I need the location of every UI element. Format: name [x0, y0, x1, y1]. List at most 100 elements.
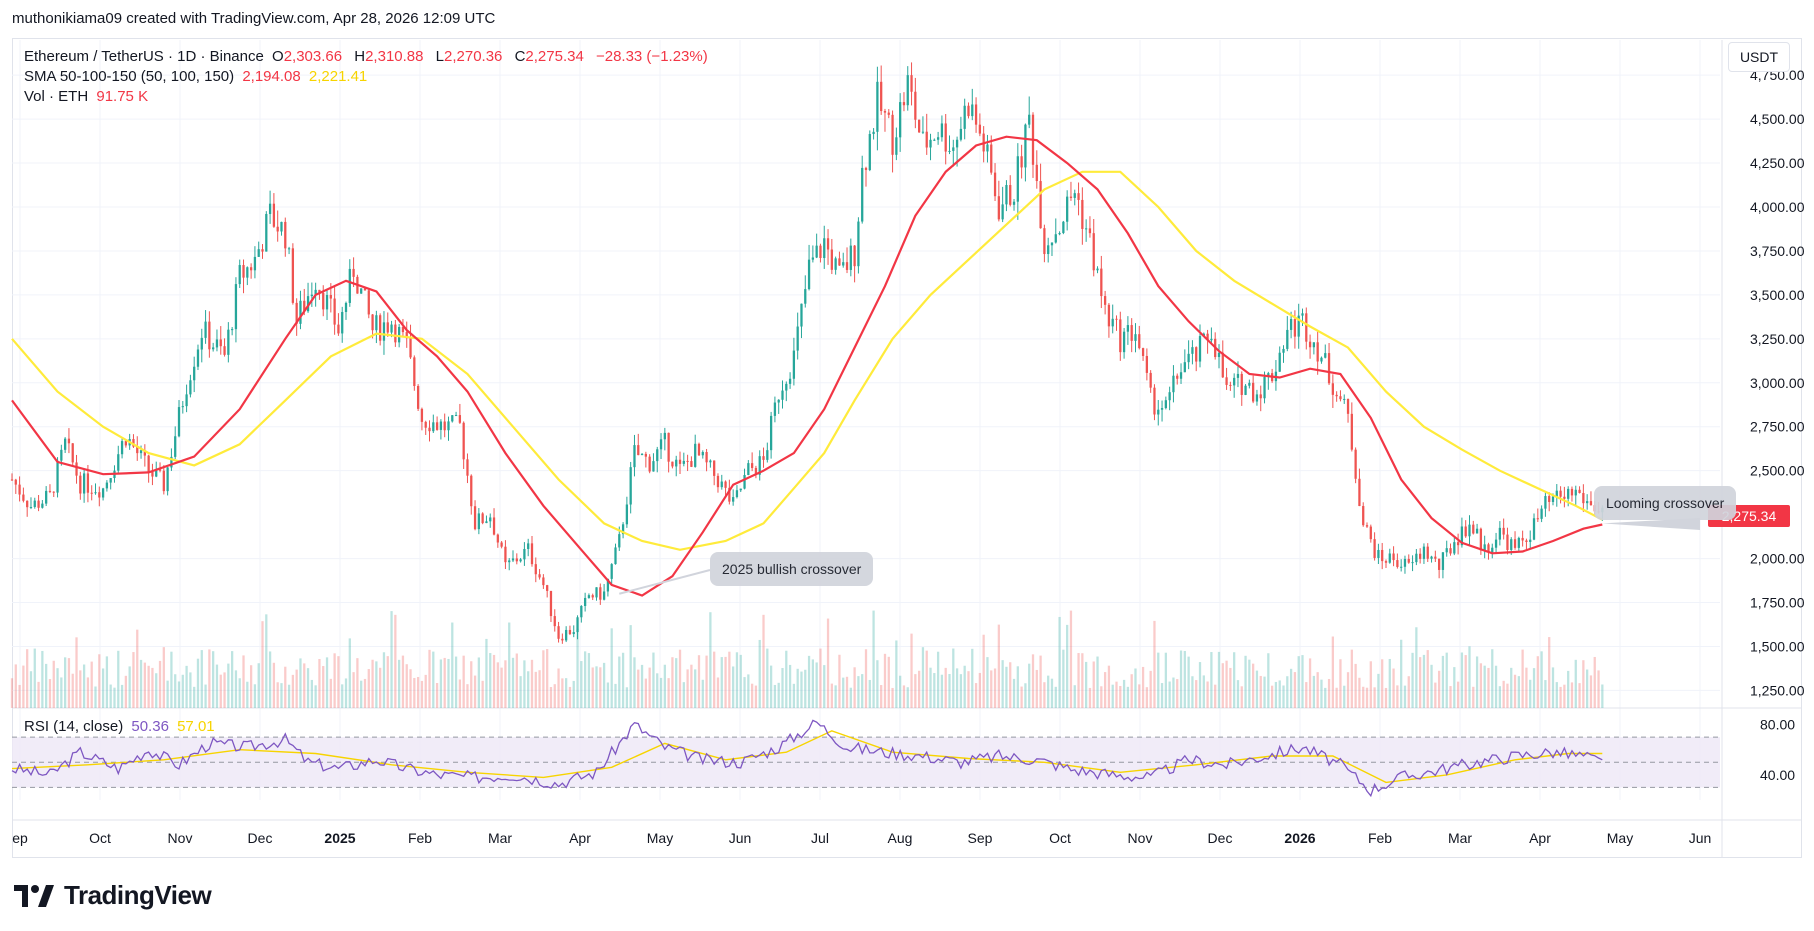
- volume-bar: [341, 684, 344, 708]
- candle-body: [158, 469, 162, 471]
- volume-bar: [208, 649, 211, 708]
- candle-body: [1415, 553, 1418, 563]
- candle-body: [451, 415, 454, 422]
- volume-bar: [678, 649, 682, 708]
- candle-body: [435, 422, 439, 430]
- volume-bar: [1362, 686, 1365, 708]
- volume-bar: [1434, 682, 1437, 708]
- volume-bar: [1559, 686, 1562, 708]
- volume-bar: [1510, 667, 1513, 708]
- annotation-looming-crossover[interactable]: Looming crossover: [1594, 486, 1737, 520]
- annotation-bullish-crossover[interactable]: 2025 bullish crossover: [710, 552, 874, 586]
- candle-body: [690, 461, 693, 467]
- volume-bar: [219, 674, 222, 708]
- x-tick-label: Jun: [1689, 830, 1712, 846]
- candle-body: [1195, 347, 1198, 362]
- currency-button[interactable]: USDT: [1728, 42, 1790, 72]
- candle-body: [656, 449, 659, 462]
- volume-bar: [762, 614, 765, 708]
- candle-body: [811, 257, 815, 260]
- x-tick-label: 2025: [324, 830, 355, 846]
- x-tick-label: Aug: [888, 830, 913, 846]
- volume-bar: [139, 659, 143, 708]
- candle-body: [1126, 325, 1130, 332]
- volume-bar: [344, 678, 348, 708]
- volume-bar: [1126, 686, 1130, 708]
- volume-bar: [834, 685, 837, 708]
- volume-bar: [1282, 685, 1285, 708]
- volume-bar: [921, 647, 925, 708]
- volume-bar: [929, 667, 932, 708]
- candle-body: [967, 105, 970, 117]
- volume-bar: [1373, 687, 1376, 708]
- candle-body: [686, 460, 689, 462]
- volume-bar: [360, 680, 363, 708]
- candle-body: [1586, 501, 1589, 504]
- candle-body: [1160, 408, 1164, 410]
- volume-bar: [1320, 679, 1323, 708]
- candle-body: [1369, 526, 1372, 540]
- volume-bar: [1460, 652, 1464, 708]
- candle-body: [1437, 558, 1441, 570]
- volume-bar: [652, 652, 655, 708]
- volume-bar: [1039, 655, 1042, 708]
- volume-bar: [215, 664, 219, 708]
- candle-body: [1392, 553, 1395, 561]
- candle-body: [1513, 539, 1517, 548]
- candle-body: [189, 380, 192, 395]
- volume-bar: [978, 672, 982, 708]
- symbol-label[interactable]: Ethereum / TetherUS · 1D · Binance: [24, 48, 264, 65]
- volume-bar: [249, 665, 253, 708]
- volume-bar: [204, 684, 207, 708]
- candle-body: [663, 432, 666, 440]
- candle-body: [1130, 325, 1133, 341]
- close-label: C: [514, 48, 526, 65]
- volume-bar: [1369, 661, 1372, 708]
- candle-body: [1233, 377, 1236, 386]
- volume-bar: [830, 683, 833, 708]
- volume-bar: [671, 657, 674, 708]
- volume-bar: [151, 667, 154, 708]
- volume-label[interactable]: Vol · ETH: [24, 88, 89, 105]
- volume-bar: [1381, 659, 1384, 708]
- tradingview-logo-icon: [14, 884, 54, 907]
- candle-body: [261, 249, 264, 252]
- candle-body: [1365, 525, 1369, 527]
- x-tick-label: Jun: [729, 830, 752, 846]
- tradingview-logo[interactable]: TradingView: [14, 880, 212, 911]
- x-tick-label: Dec: [248, 830, 273, 846]
- candle-body: [1350, 413, 1353, 450]
- candle-body: [804, 289, 807, 304]
- candle-body: [314, 289, 317, 295]
- volume-bar: [318, 659, 321, 708]
- volume-bar: [105, 656, 109, 708]
- sma-label[interactable]: SMA 50-100-150 (50, 100, 150): [24, 68, 235, 85]
- candle-body: [1141, 348, 1145, 356]
- candle-body: [1210, 338, 1213, 341]
- volume-bar: [1540, 651, 1543, 708]
- candle-body: [1039, 181, 1042, 229]
- volume-bar: [265, 614, 268, 708]
- volume-bar: [109, 684, 112, 708]
- rsi-label[interactable]: RSI (14, close): [24, 718, 124, 735]
- chart-frame[interactable]: [12, 38, 1802, 858]
- candle-body: [1308, 341, 1312, 348]
- candle-body: [181, 406, 184, 408]
- candle-body: [177, 407, 181, 437]
- candle-body: [1259, 394, 1262, 399]
- candle-body: [959, 128, 963, 140]
- x-tick-label: Oct: [89, 830, 111, 846]
- volume-bar: [1187, 656, 1190, 708]
- candle-body: [287, 248, 291, 250]
- volume-bar: [124, 675, 128, 708]
- volume-bar: [443, 657, 446, 708]
- candle-body: [648, 456, 651, 472]
- candle-body: [618, 534, 621, 548]
- candle-body: [1574, 489, 1577, 496]
- candle-body: [367, 290, 370, 315]
- x-tick-label: Apr: [1529, 830, 1551, 846]
- volume-bar: [1016, 666, 1019, 708]
- candle-body: [473, 506, 477, 530]
- volume-bar: [1172, 677, 1175, 708]
